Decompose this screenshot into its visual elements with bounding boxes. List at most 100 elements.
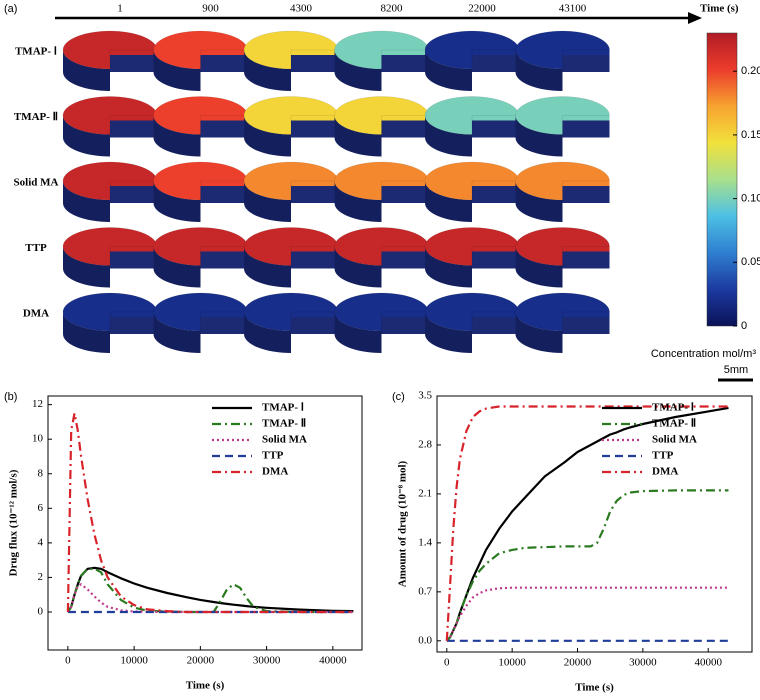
legend-label: Solid MA [652, 434, 697, 446]
series-line [445, 406, 729, 642]
y-tick-label: 6 [38, 502, 44, 514]
cylinder-side [63, 50, 110, 91]
cut-layer [291, 246, 338, 252]
cylinder-top [515, 292, 610, 332]
cylinder-side [63, 181, 110, 222]
cut-layer [381, 115, 429, 121]
cut-face [200, 246, 248, 269]
cut-face [562, 50, 610, 72]
legend-label: TTP [262, 450, 284, 462]
cut-face [200, 312, 248, 334]
cylinder-side [425, 50, 472, 91]
colorbar-tick-label: 0.05 [741, 256, 760, 268]
cut-layer [472, 50, 519, 55]
cut-face [381, 312, 429, 334]
cut-face [562, 246, 610, 269]
cut-face [200, 50, 248, 72]
x-tick-label: 30000 [253, 655, 281, 667]
y-tick-label: 2 [38, 571, 44, 583]
cylinder-side [334, 50, 382, 91]
legend-label: TTP [652, 450, 674, 462]
cylinder-top [334, 30, 429, 70]
cut-face [562, 115, 610, 138]
panel-label: (a) [4, 3, 17, 15]
x-tick-label: 20000 [564, 657, 592, 669]
y-axis-title: Drug flux (10⁻¹² mol/s) [8, 469, 20, 576]
cylinder-top [153, 96, 248, 135]
cylinder-side [334, 312, 382, 353]
time-tick-label: 900 [202, 3, 219, 15]
cut-layer [562, 181, 610, 186]
cut-layer [110, 246, 157, 252]
x-tick-label: 10000 [120, 655, 148, 667]
series-line [66, 567, 354, 614]
time-tick-label: 22000 [468, 3, 496, 15]
y-tick-label: 4 [38, 536, 44, 548]
legend-label: TMAP- Ⅱ [652, 418, 696, 430]
time-tick-label: 8200 [381, 3, 404, 15]
cut-layer [200, 115, 248, 121]
y-axis-title: Amount of drug (10⁻⁸ mol) [397, 460, 409, 587]
x-axis-title: Time (s) [186, 680, 225, 692]
cylinder-top [334, 227, 429, 266]
row-label: TMAP- Ⅱ [14, 111, 58, 123]
cylinder-side [425, 312, 472, 353]
legend-label: DMA [652, 466, 678, 478]
cut-layer [110, 50, 157, 55]
legend-label: TMAP- Ⅰ [262, 402, 304, 414]
cylinder-side [425, 181, 472, 222]
cut-face [562, 312, 610, 334]
cut-face [291, 50, 338, 72]
cylinder-side [153, 181, 201, 222]
cylinder-side [244, 50, 291, 91]
cut-face [110, 50, 157, 72]
cut-face [291, 115, 338, 138]
series-line [445, 586, 729, 642]
cylinder-side [515, 115, 563, 157]
cut-face [472, 50, 519, 72]
legend-label: DMA [262, 466, 288, 478]
cut-layer [381, 50, 429, 55]
cylinder-side [153, 115, 201, 157]
colorbar-tick-label: 0 [741, 320, 747, 332]
cylinder-side [153, 50, 201, 91]
cut-layer [110, 181, 157, 186]
x-axis-title: Time (s) [575, 682, 614, 694]
colorbar [706, 32, 738, 327]
series-line [66, 412, 354, 614]
cylinder-top [334, 292, 429, 332]
cylinder-side [425, 115, 472, 157]
time-tick-label: 43100 [559, 3, 587, 15]
cylinder-top [62, 161, 158, 201]
legend-label: TMAP- Ⅰ [652, 402, 694, 414]
cylinder-top [62, 227, 158, 266]
cut-layer [291, 181, 338, 186]
time-tick-label: 4300 [290, 3, 313, 15]
panel-label: (b) [4, 391, 17, 403]
y-tick-label: 0.0 [418, 634, 432, 646]
arrow-head [688, 12, 702, 24]
cylinder-top [62, 96, 158, 135]
cylinder-top [243, 227, 339, 266]
cut-face [291, 246, 338, 269]
cut-face [200, 115, 248, 138]
cylinder-side [334, 115, 382, 157]
cylinder-top [243, 30, 339, 70]
cut-layer [200, 312, 248, 317]
plot-frame [47, 395, 363, 651]
cut-face [110, 115, 157, 138]
legend-label: TMAP- Ⅱ [262, 418, 306, 430]
colorbar-tick-label: 0.20 [741, 65, 760, 77]
cylinder-side [515, 312, 563, 353]
x-tick-label: 10000 [498, 657, 526, 669]
cylinder-side [515, 181, 563, 222]
cut-layer [291, 312, 338, 317]
y-tick-label: 2.8 [418, 438, 432, 450]
row-label: TTP [25, 242, 47, 254]
cut-face [381, 50, 429, 72]
cylinder-top [424, 292, 520, 332]
cut-face [472, 115, 519, 138]
cylinder-top [515, 96, 610, 135]
legend-label: Solid MA [262, 434, 307, 446]
